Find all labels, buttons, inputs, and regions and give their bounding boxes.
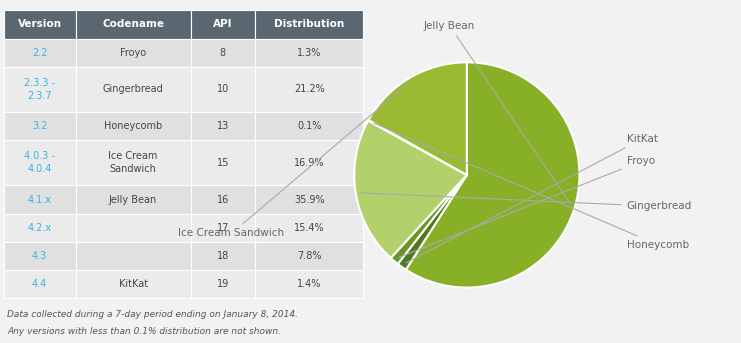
Bar [255, 214, 363, 242]
Text: Froyo: Froyo [120, 48, 146, 58]
Bar [4, 112, 76, 140]
Bar [190, 67, 255, 112]
Text: 13: 13 [217, 121, 229, 131]
Text: Gingerbread: Gingerbread [362, 193, 692, 212]
Wedge shape [354, 121, 467, 258]
Text: 1.3%: 1.3% [297, 48, 322, 58]
Bar [255, 38, 363, 67]
Text: KitKat: KitKat [119, 279, 147, 289]
Text: Jelly Bean: Jelly Bean [109, 194, 157, 204]
Bar [76, 10, 190, 38]
Text: Data collected during a 7-day period ending on January 8, 2014.: Data collected during a 7-day period end… [7, 310, 299, 319]
Text: Ice Cream Sandwich: Ice Cream Sandwich [179, 83, 409, 238]
Text: Version: Version [18, 20, 62, 29]
Bar [4, 38, 76, 67]
Text: 2.2: 2.2 [32, 48, 47, 58]
Bar [255, 112, 363, 140]
Text: Codename: Codename [102, 20, 164, 29]
Bar [76, 214, 190, 242]
Text: 8: 8 [220, 48, 226, 58]
Text: 0.1%: 0.1% [297, 121, 322, 131]
Bar [4, 270, 76, 298]
Text: 7.8%: 7.8% [297, 251, 322, 261]
Text: Any versions with less than 0.1% distribution are not shown.: Any versions with less than 0.1% distrib… [7, 328, 282, 336]
Text: 16: 16 [217, 194, 229, 204]
Text: Ice Cream
Sandwich: Ice Cream Sandwich [108, 151, 158, 175]
Bar [255, 270, 363, 298]
Bar [255, 242, 363, 270]
Text: 21.2%: 21.2% [294, 84, 325, 94]
Wedge shape [406, 62, 579, 287]
Text: 16.9%: 16.9% [294, 158, 325, 168]
Bar [255, 67, 363, 112]
Bar [76, 38, 190, 67]
Text: 17: 17 [216, 223, 229, 233]
Text: 15: 15 [216, 158, 229, 168]
Bar [190, 186, 255, 214]
Text: 4.1.x: 4.1.x [27, 194, 52, 204]
Bar [4, 67, 76, 112]
Bar [76, 270, 190, 298]
Text: 3.2: 3.2 [32, 121, 47, 131]
Bar [190, 214, 255, 242]
Text: 1.4%: 1.4% [297, 279, 322, 289]
Bar [190, 10, 255, 38]
Wedge shape [368, 62, 467, 175]
Bar [190, 38, 255, 67]
Text: KitKat: KitKat [406, 134, 658, 263]
Bar [255, 10, 363, 38]
Text: Honeycomb: Honeycomb [104, 121, 162, 131]
Bar [76, 140, 190, 186]
Text: Honeycomb: Honeycomb [373, 123, 689, 250]
Text: 4.0.3 -
4.0.4: 4.0.3 - 4.0.4 [24, 151, 55, 175]
Bar [76, 186, 190, 214]
Text: 19: 19 [217, 279, 229, 289]
Bar [4, 214, 76, 242]
Text: 10: 10 [217, 84, 229, 94]
Bar [4, 186, 76, 214]
Text: Distribution: Distribution [274, 20, 345, 29]
Wedge shape [398, 175, 467, 270]
Bar [255, 140, 363, 186]
Text: Jelly Bean: Jelly Bean [424, 21, 570, 203]
Text: Gingerbread: Gingerbread [103, 84, 164, 94]
Bar [255, 186, 363, 214]
Bar [4, 242, 76, 270]
Bar [4, 10, 76, 38]
Bar [190, 140, 255, 186]
Text: 4.2.x: 4.2.x [27, 223, 52, 233]
Text: 15.4%: 15.4% [294, 223, 325, 233]
Bar [190, 242, 255, 270]
Text: 35.9%: 35.9% [294, 194, 325, 204]
Wedge shape [368, 120, 467, 175]
Text: 2.3.3 -
2.3.7: 2.3.3 - 2.3.7 [24, 78, 56, 101]
Bar [190, 270, 255, 298]
Bar [76, 242, 190, 270]
Text: API: API [213, 20, 233, 29]
Text: Froyo: Froyo [399, 156, 655, 258]
Bar [4, 140, 76, 186]
Bar [190, 112, 255, 140]
Text: 4.4: 4.4 [32, 279, 47, 289]
Text: 4.3: 4.3 [32, 251, 47, 261]
Bar [76, 67, 190, 112]
Text: 18: 18 [217, 251, 229, 261]
Wedge shape [391, 175, 467, 264]
Bar [76, 112, 190, 140]
